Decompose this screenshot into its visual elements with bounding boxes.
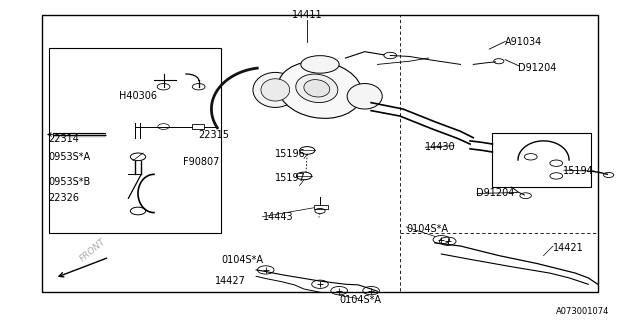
Text: 14430: 14430 (426, 142, 456, 152)
Text: D91204: D91204 (518, 63, 556, 73)
Text: D91204: D91204 (476, 188, 515, 198)
Bar (192, 124, 204, 129)
Text: 22314: 22314 (49, 134, 79, 144)
Ellipse shape (347, 84, 382, 109)
Text: A073001074: A073001074 (556, 307, 610, 316)
Ellipse shape (278, 61, 362, 118)
Text: 15196: 15196 (275, 148, 306, 159)
Bar (42, 15, 598, 292)
Text: 0104S*A: 0104S*A (406, 223, 448, 234)
Ellipse shape (261, 79, 290, 101)
Text: 0104S*A: 0104S*A (339, 295, 381, 305)
Text: 14421: 14421 (553, 243, 584, 252)
Ellipse shape (304, 80, 330, 97)
Text: 0104S*A: 0104S*A (221, 255, 263, 265)
Text: 14427: 14427 (214, 276, 246, 286)
Text: 22326: 22326 (49, 193, 79, 203)
Text: 0953S*A: 0953S*A (49, 152, 91, 162)
Ellipse shape (301, 56, 339, 73)
Ellipse shape (253, 72, 298, 108)
Text: 0953S*B: 0953S*B (49, 177, 91, 187)
Bar (49, 49, 221, 233)
Text: 15194: 15194 (563, 166, 593, 176)
Text: 14411: 14411 (292, 10, 323, 20)
Ellipse shape (296, 74, 338, 102)
Text: 14443: 14443 (262, 212, 293, 222)
Bar (314, 204, 328, 209)
Text: H40306: H40306 (119, 91, 157, 101)
Text: F90807: F90807 (182, 156, 219, 167)
Text: 15197: 15197 (275, 172, 306, 182)
Text: 22315: 22315 (198, 130, 230, 140)
Text: A91034: A91034 (505, 37, 543, 47)
Bar (492, 133, 591, 187)
Text: FRONT: FRONT (79, 237, 108, 264)
